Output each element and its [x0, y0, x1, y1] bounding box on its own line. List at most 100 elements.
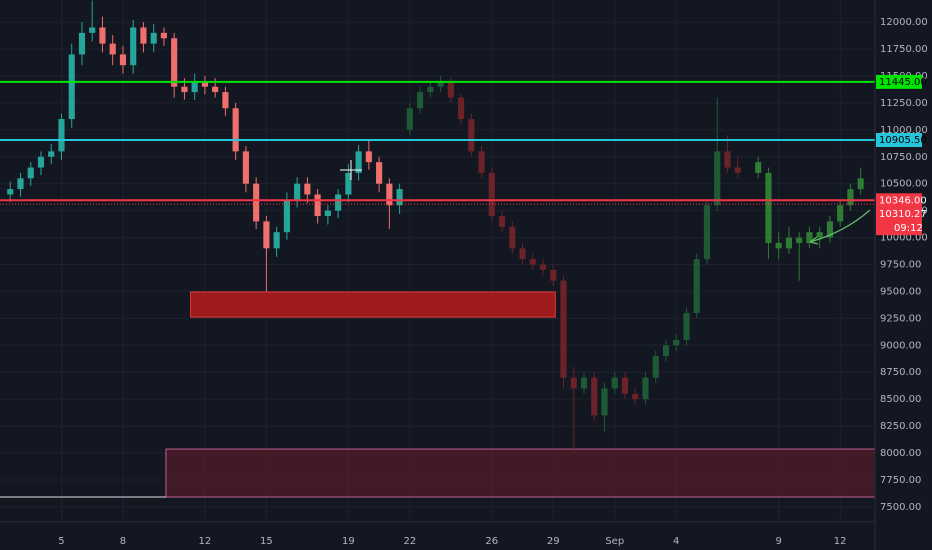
- candle-body: [826, 221, 833, 238]
- x-tick-label: 15: [260, 536, 273, 547]
- candle-body: [376, 162, 383, 184]
- candle-body: [601, 388, 608, 416]
- candle-body: [89, 27, 96, 33]
- candle-body: [17, 178, 24, 190]
- y-tick-label: 9250.00: [880, 313, 921, 324]
- x-tick-label: 29: [547, 536, 560, 547]
- candle-body: [488, 172, 495, 217]
- candle-body: [201, 81, 208, 87]
- price-tag-label: 11445.00: [879, 77, 927, 88]
- candle-body: [734, 167, 741, 173]
- y-tick-label: 11250.00: [880, 98, 928, 109]
- candle-body: [27, 167, 34, 179]
- y-tick-label: 8750.00: [880, 367, 921, 378]
- candle-body: [703, 205, 711, 260]
- candle-body: [119, 54, 127, 66]
- candle-body: [37, 156, 45, 168]
- candle-body: [417, 92, 424, 109]
- candle-body: [765, 172, 772, 243]
- candle-body: [68, 54, 75, 120]
- candle-body: [273, 232, 280, 249]
- x-tick-label: 8: [120, 536, 126, 547]
- price-tag: [876, 193, 922, 208]
- candle-body: [355, 151, 362, 173]
- candle-body: [447, 81, 454, 98]
- candle-body: [294, 183, 301, 200]
- candle-body: [591, 377, 598, 416]
- y-tick-label: 7750.00: [880, 475, 921, 486]
- price-tag: [876, 133, 922, 148]
- countdown-label: 09:12: [894, 223, 923, 234]
- candle-body: [304, 183, 311, 195]
- candle-body: [642, 377, 649, 400]
- grid: [0, 0, 875, 522]
- candle-body: [171, 38, 178, 87]
- candle-body: [550, 269, 557, 281]
- y-tick-label: 10000.00: [880, 233, 928, 244]
- candle-body: [160, 32, 168, 39]
- y-tick-label: 11000.00: [880, 125, 928, 136]
- candle-body: [693, 259, 700, 313]
- candle-body: [621, 377, 629, 394]
- candle-body: [150, 32, 157, 44]
- candle-body: [457, 97, 465, 120]
- candle-body: [796, 237, 803, 243]
- candle-body: [212, 86, 219, 93]
- x-tick-label: 5: [58, 536, 64, 547]
- candle-body: [253, 183, 260, 222]
- candle-body: [99, 27, 106, 44]
- candle-body: [560, 280, 567, 378]
- arrow-head: [809, 236, 819, 245]
- candle-body: [816, 232, 823, 238]
- plot: [7, 0, 864, 454]
- candle-body: [263, 221, 270, 249]
- candle-body: [632, 393, 639, 400]
- candle-body: [580, 377, 588, 389]
- x-tick-label: 12: [834, 536, 847, 547]
- candle-body: [7, 189, 14, 195]
- y-tick-label: 10750.00: [880, 152, 928, 163]
- y-tick-label: 8000.00: [880, 448, 921, 459]
- y-tick-label: 10500.00: [880, 179, 928, 190]
- candle-body: [570, 377, 577, 389]
- candle-body: [406, 108, 413, 130]
- candle-body: [857, 178, 864, 190]
- last-price-tag: [876, 207, 922, 236]
- y-tick-label: 12000.00: [880, 17, 928, 28]
- candle-body: [468, 119, 475, 152]
- candle-body: [478, 151, 485, 173]
- candle-body: [427, 86, 434, 93]
- zones: [0, 291, 876, 498]
- x-tick-label: 12: [199, 536, 212, 547]
- candle-body: [785, 237, 793, 249]
- candle-body: [386, 183, 393, 206]
- last-price-label: 10310.27: [879, 209, 927, 220]
- candle-body: [324, 210, 331, 217]
- candle-body: [806, 232, 813, 243]
- candle-body: [283, 199, 290, 233]
- zone: [165, 448, 876, 498]
- candle-body: [611, 377, 618, 389]
- y-tick-label: 9000.00: [880, 340, 921, 351]
- candle-body: [775, 242, 782, 249]
- candle-body: [140, 27, 147, 44]
- x-tick-label: Sep: [605, 536, 624, 547]
- candle-body: [232, 108, 239, 152]
- price-tag: [876, 74, 922, 89]
- candle-body: [314, 194, 321, 217]
- axes: 7500.00 7750.00 8000.00 8250.00 8500.00 8750.…: [58, 17, 927, 547]
- y-tick-label: 7500.00: [880, 502, 921, 513]
- price-tag-label: 10905.50: [879, 135, 927, 146]
- candle-body: [181, 86, 188, 93]
- y-tick-label: 9750.00: [880, 260, 921, 271]
- y-tick-label: 8500.00: [880, 394, 921, 405]
- y-tick-label: 11750.00: [880, 44, 928, 55]
- candle-body: [345, 172, 352, 195]
- candle-body: [673, 339, 680, 346]
- overlay: [0, 80, 875, 245]
- candle-body: [222, 92, 229, 109]
- candle-body: [539, 264, 547, 270]
- candle-body: [683, 312, 690, 340]
- candle-body: [109, 43, 116, 55]
